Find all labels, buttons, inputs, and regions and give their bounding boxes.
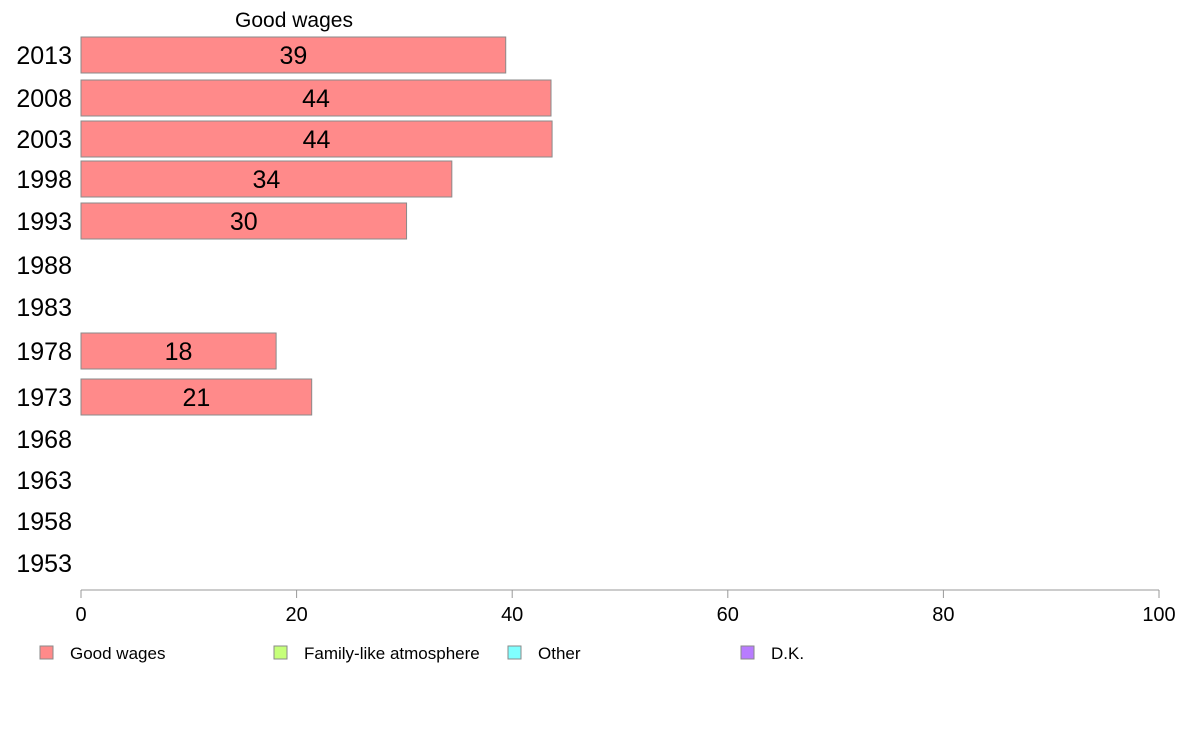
value-labels: 39 44 44 34 30 18 21: [165, 42, 331, 412]
bar-1973: [80, 378, 313, 416]
bar-1993: [80, 202, 408, 240]
category-label-1973: 1973: [16, 384, 72, 412]
category-label-1958: 1958: [16, 508, 72, 536]
category-label-1953: 1953: [16, 550, 72, 578]
chart-title: Good wages: [235, 9, 353, 32]
legend-swatch-0: [39, 645, 54, 660]
legend-swatch-3: [740, 645, 755, 660]
bar-1978: [80, 332, 277, 370]
legend-swatch-1: [273, 645, 288, 660]
value-label-2013: 39: [279, 42, 307, 70]
x-tick-label-40: 40: [501, 604, 523, 626]
legend: Good wages Family-like atmosphere Other D.K…: [39, 644, 804, 663]
value-label-2003: 44: [303, 126, 331, 154]
value-label-1973: 21: [182, 384, 210, 412]
legend-label-0: Good wages: [70, 644, 165, 663]
category-label-1968: 1968: [16, 426, 72, 454]
x-tick-label-0: 0: [75, 604, 86, 626]
x-tick-label-20: 20: [285, 604, 307, 626]
bars-group: [80, 36, 553, 416]
category-label-2013: 2013: [16, 42, 72, 70]
value-label-1993: 30: [230, 208, 258, 236]
x-axis: 0 20 40 60 80 100: [75, 589, 1176, 626]
value-label-2008: 44: [302, 85, 330, 113]
bar-2008: [80, 79, 552, 117]
x-tick-label-60: 60: [717, 604, 739, 626]
x-tick-label-100: 100: [1142, 604, 1175, 626]
category-label-1998: 1998: [16, 166, 72, 194]
category-labels: 2013 2008 2003 1998 1993 1988 1983 1978 1973 1968…: [16, 42, 72, 578]
value-label-1998: 34: [253, 166, 281, 194]
value-label-1978: 18: [165, 338, 193, 366]
category-label-1993: 1993: [16, 208, 72, 236]
category-label-1963: 1963: [16, 467, 72, 495]
category-label-2008: 2008: [16, 85, 72, 113]
category-label-1983: 1983: [16, 294, 72, 322]
category-label-1988: 1988: [16, 252, 72, 280]
bar-1998: [80, 160, 453, 198]
bar-2003: [80, 120, 553, 158]
x-tick-label-80: 80: [932, 604, 954, 626]
category-label-2003: 2003: [16, 126, 72, 154]
legend-label-2: Other: [538, 644, 581, 663]
bar-2013: [80, 36, 507, 74]
legend-swatch-2: [507, 645, 522, 660]
legend-label-1: Family-like atmosphere: [304, 644, 480, 663]
legend-label-3: D.K.: [771, 644, 804, 663]
category-label-1978: 1978: [16, 338, 72, 366]
